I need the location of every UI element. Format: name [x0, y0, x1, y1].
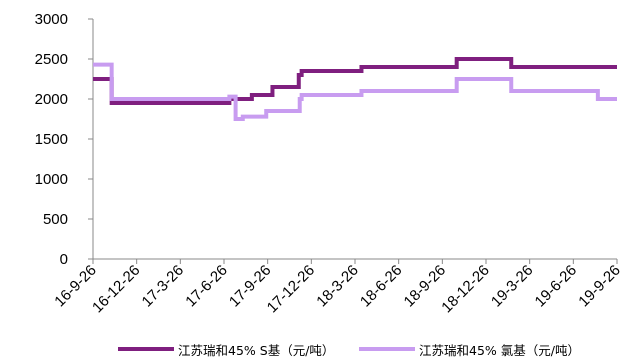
- series-line-0: [93, 57, 617, 105]
- x-tick-label: 19-9-26: [575, 262, 624, 311]
- x-axis: 16-9-2616-12-2617-3-2617-6-2617-9-2617-1…: [51, 258, 624, 316]
- line-chart: 0 500 1000 1500 2000 2500 3000 16-9-2616-12-26…: [35, 11, 624, 316]
- legend-label-s-base: 江苏瑞和45% S基（元/吨）: [178, 342, 335, 358]
- legend-swatch-chloride-base: [359, 347, 415, 351]
- x-tick-label: 19-6-26: [532, 262, 581, 311]
- y-tick-label: 3000: [35, 11, 68, 28]
- x-tick-label: 16-12-26: [89, 262, 143, 316]
- y-axis: 0 500 1000 1500 2000 2500 3000: [35, 11, 94, 268]
- y-tick-label: 2500: [35, 51, 68, 68]
- x-tick-label: 18-12-26: [438, 262, 492, 316]
- series-line-1: [93, 62, 617, 121]
- y-tick-label: 1000: [35, 171, 68, 188]
- x-tick-label: 18-6-26: [357, 262, 406, 311]
- y-tick-label: 1500: [35, 131, 68, 148]
- x-tick-label: 18-3-26: [313, 262, 362, 311]
- legend: 江苏瑞和45% S基（元/吨） 江苏瑞和45% 氯基（元/吨）: [0, 337, 637, 361]
- y-tick-label: 500: [43, 211, 68, 228]
- x-tick-label: 17-3-26: [139, 262, 188, 311]
- series-lines: [93, 57, 617, 121]
- legend-item-s-base: 江苏瑞和45% S基（元/吨）: [118, 337, 334, 361]
- x-tick-label: 19-3-26: [488, 262, 537, 311]
- legend-label-chloride-base: 江苏瑞和45% 氯基（元/吨）: [419, 342, 580, 358]
- y-tick-label: 0: [60, 251, 68, 268]
- x-tick-label: 17-12-26: [264, 262, 318, 316]
- legend-swatch-s-base: [118, 347, 174, 351]
- y-tick-label: 2000: [35, 91, 68, 108]
- legend-item-chloride-base: 江苏瑞和45% 氯基（元/吨）: [359, 337, 580, 361]
- x-tick-label: 17-6-26: [182, 262, 231, 311]
